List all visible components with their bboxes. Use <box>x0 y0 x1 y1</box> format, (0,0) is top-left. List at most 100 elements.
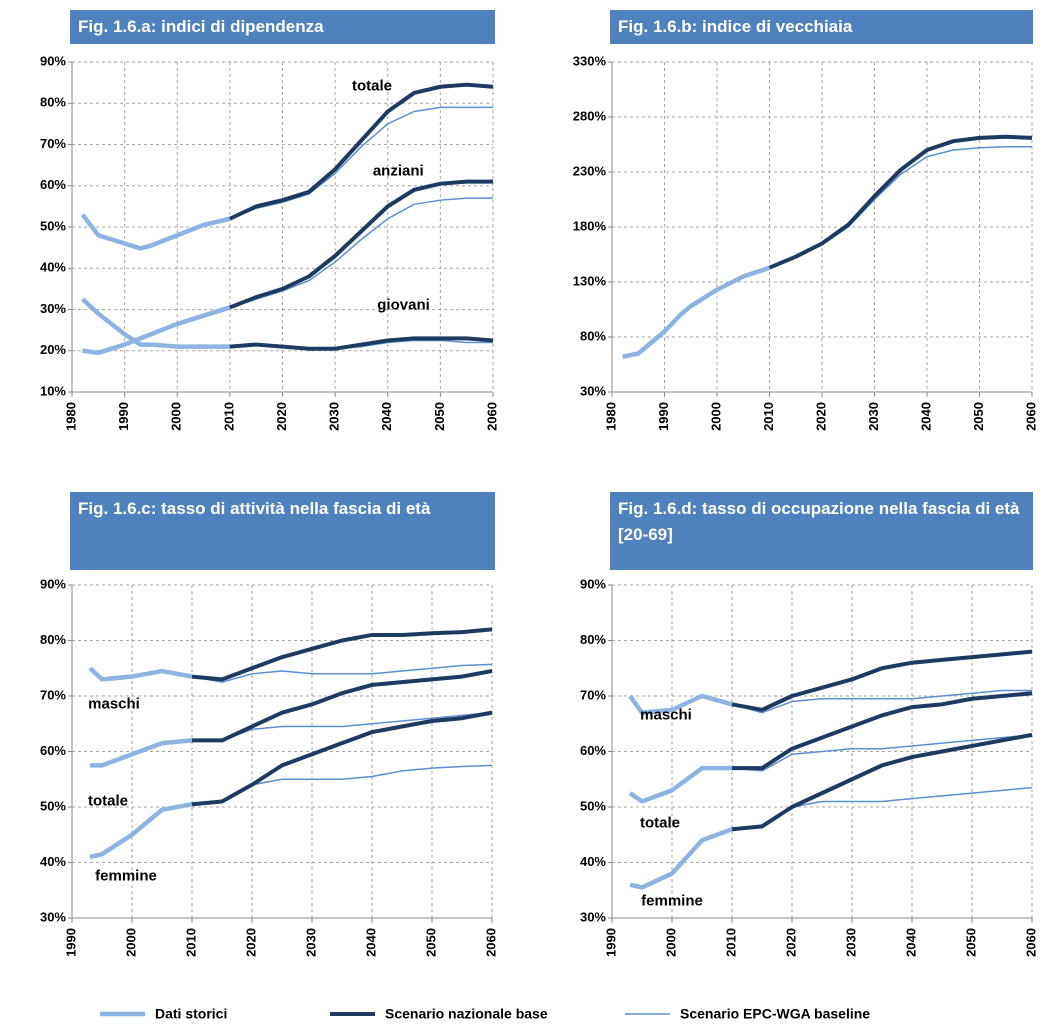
y-tick-label: 30% <box>580 909 606 924</box>
line-label: totale <box>352 78 392 95</box>
series-line <box>191 710 493 807</box>
series-line <box>768 134 1033 270</box>
chart-title: Fig. 1.6.d: tasso di occupazione nella f… <box>610 492 1033 570</box>
y-tick-label: 50% <box>580 798 606 813</box>
x-tick-label: 2000 <box>708 402 723 431</box>
y-tick-label: 10% <box>40 383 66 398</box>
y-tick-label: 40% <box>580 854 606 869</box>
x-tick-label: 1990 <box>603 928 618 957</box>
x-tick-label: 2050 <box>423 928 438 957</box>
line-label: giovani <box>377 296 430 313</box>
y-tick-label: 70% <box>40 136 66 151</box>
series-line <box>192 711 493 742</box>
series-line <box>229 179 493 310</box>
y-tick-label: 330% <box>573 53 607 68</box>
y-tick-label: 80% <box>580 632 606 647</box>
y-tick-label: 180% <box>573 218 607 233</box>
series-line <box>192 669 493 743</box>
series-line <box>191 663 493 683</box>
series-line <box>88 666 193 682</box>
line-label: totale <box>640 815 680 832</box>
y-tick-label: 50% <box>40 798 66 813</box>
x-tick-label: 2030 <box>843 928 858 957</box>
chart-title: Fig. 1.6.a: indici di dipendenza <box>70 10 495 44</box>
y-tick-label: 80% <box>40 95 66 110</box>
x-tick-label: 2060 <box>483 928 498 957</box>
x-tick-label: 2060 <box>1023 928 1038 957</box>
chart-title: Fig. 1.6.b: indice di vecchiaia <box>610 10 1033 44</box>
series-line <box>731 689 1032 714</box>
y-tick-label: 90% <box>40 576 66 591</box>
x-tick-label: 2060 <box>1023 402 1038 431</box>
legend-label: Dati storici <box>155 1006 227 1022</box>
line-label: femmine <box>641 892 703 909</box>
x-tick-label: 2020 <box>274 402 289 431</box>
line-label: maschi <box>640 706 692 723</box>
series-line <box>622 265 771 360</box>
chart-title: Fig. 1.6.c: tasso di attività nella fasc… <box>70 492 495 570</box>
y-tick-label: 60% <box>40 743 66 758</box>
series-line <box>81 297 230 349</box>
line-label: totale <box>88 792 128 809</box>
y-tick-label: 30% <box>40 909 66 924</box>
series-line <box>229 82 494 221</box>
x-tick-label: 1990 <box>116 402 131 431</box>
x-tick-label: 2010 <box>761 402 776 431</box>
y-tick-label: 280% <box>573 108 607 123</box>
series-line <box>731 732 1033 832</box>
line-label: anziani <box>373 162 424 179</box>
x-tick-label: 2010 <box>723 928 738 957</box>
x-tick-label: 2040 <box>918 402 933 431</box>
series-line <box>82 305 231 356</box>
series-line <box>628 693 733 715</box>
line-label: femmine <box>95 867 157 884</box>
x-tick-label: 2020 <box>813 402 828 431</box>
x-tick-label: 2050 <box>432 402 447 431</box>
line-label: maschi <box>88 695 140 712</box>
series-line <box>628 765 732 804</box>
y-tick-label: 90% <box>580 576 606 591</box>
x-tick-label: 2000 <box>663 928 678 957</box>
y-tick-label: 80% <box>40 632 66 647</box>
y-tick-label: 20% <box>40 342 66 357</box>
series-line <box>229 336 494 351</box>
y-tick-label: 40% <box>40 854 66 869</box>
series-line <box>191 627 493 682</box>
series-line <box>629 827 733 890</box>
x-tick-label: 2030 <box>327 402 342 431</box>
series-line <box>731 734 1033 772</box>
x-tick-label: 2040 <box>903 928 918 957</box>
series-line <box>90 738 193 768</box>
x-tick-label: 2040 <box>379 402 394 431</box>
x-tick-label: 2050 <box>971 402 986 431</box>
y-tick-label: 80% <box>580 328 606 343</box>
x-tick-label: 2020 <box>783 928 798 957</box>
series-line <box>731 649 1033 712</box>
x-tick-label: 2060 <box>484 402 499 431</box>
x-tick-label: 1980 <box>603 402 618 431</box>
series-line <box>191 764 493 805</box>
series-line <box>80 213 231 251</box>
legend-label: Scenario EPC-WGA baseline <box>680 1006 870 1022</box>
series-line <box>229 106 493 220</box>
x-tick-label: 2030 <box>866 402 881 431</box>
x-tick-label: 1990 <box>656 402 671 431</box>
x-tick-label: 2030 <box>303 928 318 957</box>
x-tick-label: 1990 <box>63 928 78 957</box>
y-tick-label: 70% <box>40 687 66 702</box>
y-tick-label: 50% <box>40 218 66 233</box>
y-tick-label: 130% <box>573 273 607 288</box>
x-tick-label: 1980 <box>63 402 78 431</box>
series-line <box>89 802 193 860</box>
x-tick-label: 2010 <box>183 928 198 957</box>
y-tick-label: 60% <box>40 177 66 192</box>
y-tick-label: 30% <box>580 383 606 398</box>
y-tick-label: 70% <box>580 687 606 702</box>
x-tick-label: 2010 <box>221 402 236 431</box>
y-tick-label: 90% <box>40 53 66 68</box>
x-tick-label: 2020 <box>243 928 258 957</box>
y-tick-label: 30% <box>40 301 66 316</box>
x-tick-label: 2000 <box>169 402 184 431</box>
